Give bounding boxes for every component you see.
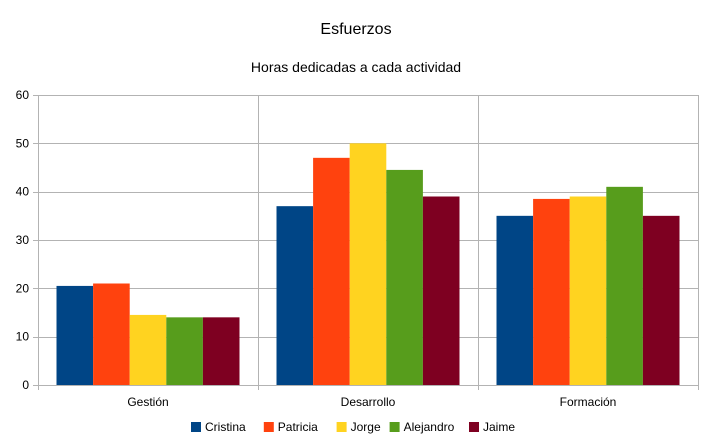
x-tick-label: Desarrollo (341, 395, 396, 409)
legend-label-jorge: Jorge (351, 420, 381, 434)
axes: 0 10 20 30 40 50 60 Gestión Desarrollo Formación (16, 88, 699, 409)
bar-cristina-2 (496, 215, 534, 385)
bar-alejandro-0 (166, 317, 203, 385)
bar-jaime-0 (202, 317, 240, 385)
bar-cristina-0 (56, 285, 94, 385)
bar-patricia-0 (93, 283, 130, 385)
y-tick-label: 60 (16, 88, 30, 102)
bar-patricia-2 (533, 198, 570, 385)
y-tick-label: 10 (16, 330, 30, 344)
y-tick-label: 20 (16, 281, 30, 295)
x-tick-label: Gestión (127, 395, 168, 409)
legend-label-jaime: Jaime (483, 420, 515, 434)
legend-label-cristina: Cristina (205, 420, 246, 434)
bar-patricia-1 (313, 157, 350, 385)
legend: Cristina Patricia Jorge Alejandro Jaime (191, 420, 515, 434)
bar-jorge-2 (569, 196, 607, 385)
bar-jorge-1 (349, 143, 387, 385)
bar-alejandro-2 (606, 186, 643, 385)
legend-label-patricia: Patricia (278, 420, 318, 434)
y-tick-label: 0 (22, 378, 29, 392)
legend-swatch-jaime (469, 422, 479, 432)
y-tick-label: 40 (16, 185, 30, 199)
legend-swatch-patricia (263, 422, 274, 432)
bars (56, 143, 680, 385)
chart-title: Esfuerzos (320, 21, 391, 38)
chart-subtitle: Horas dedicadas a cada actividad (251, 59, 461, 75)
legend-label-alejandro: Alejandro (404, 420, 455, 434)
legend-swatch-cristina (191, 422, 201, 432)
bar-cristina-1 (276, 206, 314, 385)
bar-jaime-2 (642, 215, 680, 385)
x-tick-label: Formación (560, 395, 617, 409)
legend-swatch-alejandro (389, 422, 400, 432)
bar-jorge-0 (129, 314, 167, 385)
legend-swatch-jorge (336, 422, 347, 432)
bar-alejandro-1 (386, 169, 423, 385)
bar-jaime-1 (422, 196, 460, 385)
y-tick-label: 50 (16, 136, 30, 150)
y-tick-label: 30 (16, 233, 30, 247)
